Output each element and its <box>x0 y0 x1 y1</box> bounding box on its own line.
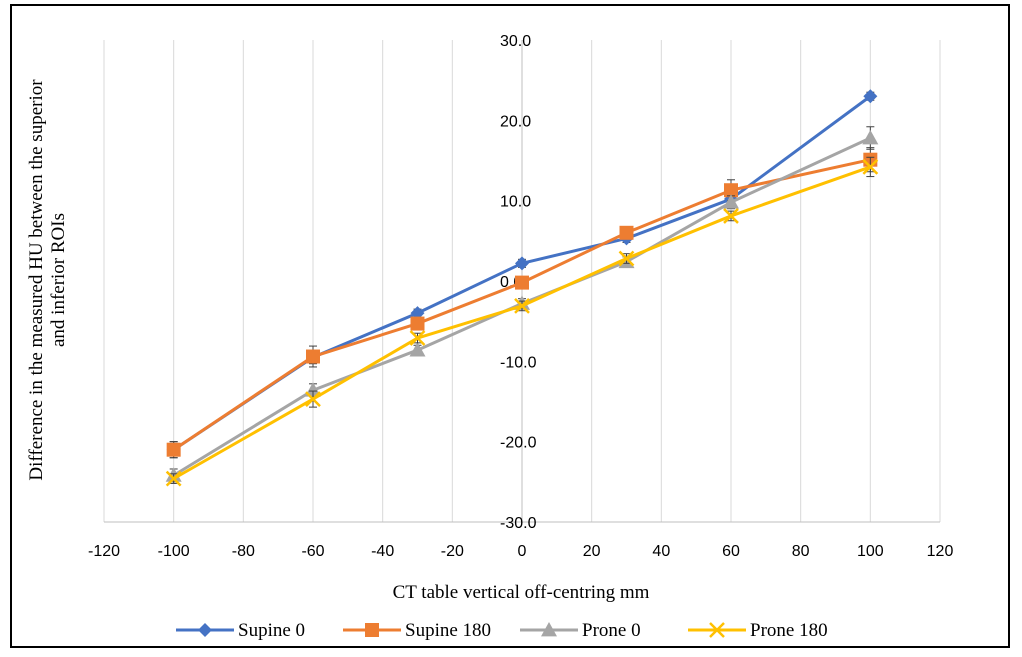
marker-stroke <box>618 250 635 267</box>
data-point <box>165 470 182 487</box>
x-tick-label: 100 <box>857 543 884 560</box>
x-tick-label: -60 <box>301 543 324 560</box>
x-tick-label: 60 <box>722 543 740 560</box>
x-tick-label: 20 <box>583 543 601 560</box>
legend: Supine 0 Supine 180 Prone 0 Prone 180 <box>176 620 828 641</box>
x-tick-label: -40 <box>371 543 394 560</box>
marker-stroke <box>709 622 725 638</box>
legend-item: Supine 180 <box>343 620 491 641</box>
x-tick-label: 0 <box>518 543 527 560</box>
data-point <box>166 442 181 457</box>
legend-item: Prone 0 <box>520 620 641 641</box>
data-point <box>409 342 426 357</box>
y-tick-label: 30.0 <box>500 33 531 50</box>
y-axis-title-line-1: Difference in the measured HU between th… <box>26 79 47 481</box>
x-tick-label: 40 <box>652 543 670 560</box>
legend-label: Supine 0 <box>238 620 305 641</box>
legend-label: Supine 180 <box>405 620 491 641</box>
x-tick-labels: -120 -100 -80 -60 -40 -20 0 20 40 60 80 100 120 <box>88 543 953 560</box>
y-tick-label: -30.0 <box>500 515 537 532</box>
data-point <box>305 382 321 397</box>
legend-item: Supine 0 <box>176 620 305 641</box>
data-point <box>515 275 529 290</box>
marker-stroke <box>165 470 182 487</box>
y-axis-title: Difference in the measured HU between th… <box>26 79 69 481</box>
legend-marker <box>541 622 557 637</box>
data-point <box>618 250 635 267</box>
data-point <box>305 391 321 407</box>
marker-stroke <box>723 208 739 224</box>
legend-marker <box>709 622 725 638</box>
data-point <box>515 256 529 271</box>
data-point <box>410 316 425 331</box>
legend-marker <box>365 623 379 637</box>
data-point <box>409 330 426 346</box>
data-point <box>619 225 634 240</box>
legend-item: Prone 180 <box>688 620 828 641</box>
legend-marker <box>198 623 212 637</box>
data-point <box>514 298 530 314</box>
chart-frame <box>10 4 1010 648</box>
data-point <box>862 159 879 175</box>
y-tick-label: 20.0 <box>500 113 531 130</box>
data-point <box>862 130 879 145</box>
y-tick-labels: -30.0-20.0-10.00.010.020.030.0 <box>500 33 537 532</box>
x-tick-label: -120 <box>88 543 120 560</box>
legend-label: Prone 0 <box>582 620 641 641</box>
marker-stroke <box>409 330 426 346</box>
x-tick-label: -100 <box>158 543 190 560</box>
x-axis-title: CT table vertical off-centring mm <box>393 582 650 603</box>
y-tick-label: 10.0 <box>500 194 531 211</box>
marker-stroke <box>514 298 530 314</box>
x-tick-label: 80 <box>792 543 810 560</box>
marker-stroke <box>305 391 321 407</box>
legend-label: Prone 180 <box>750 620 828 641</box>
series-prone-180 <box>165 156 879 487</box>
data-point <box>724 183 738 198</box>
data-point <box>306 349 320 364</box>
data-point <box>723 208 739 224</box>
y-tick-label: -10.0 <box>500 354 537 371</box>
y-tick-label: -20.0 <box>500 435 537 452</box>
x-tick-label: 120 <box>927 543 954 560</box>
series-layer <box>165 89 879 487</box>
marker-stroke <box>862 159 879 175</box>
x-tick-label: -80 <box>232 543 255 560</box>
data-point <box>863 89 878 104</box>
y-axis-title-line-2: and inferior ROIs <box>48 213 69 347</box>
data-point <box>723 194 739 209</box>
x-tick-label: -20 <box>441 543 464 560</box>
